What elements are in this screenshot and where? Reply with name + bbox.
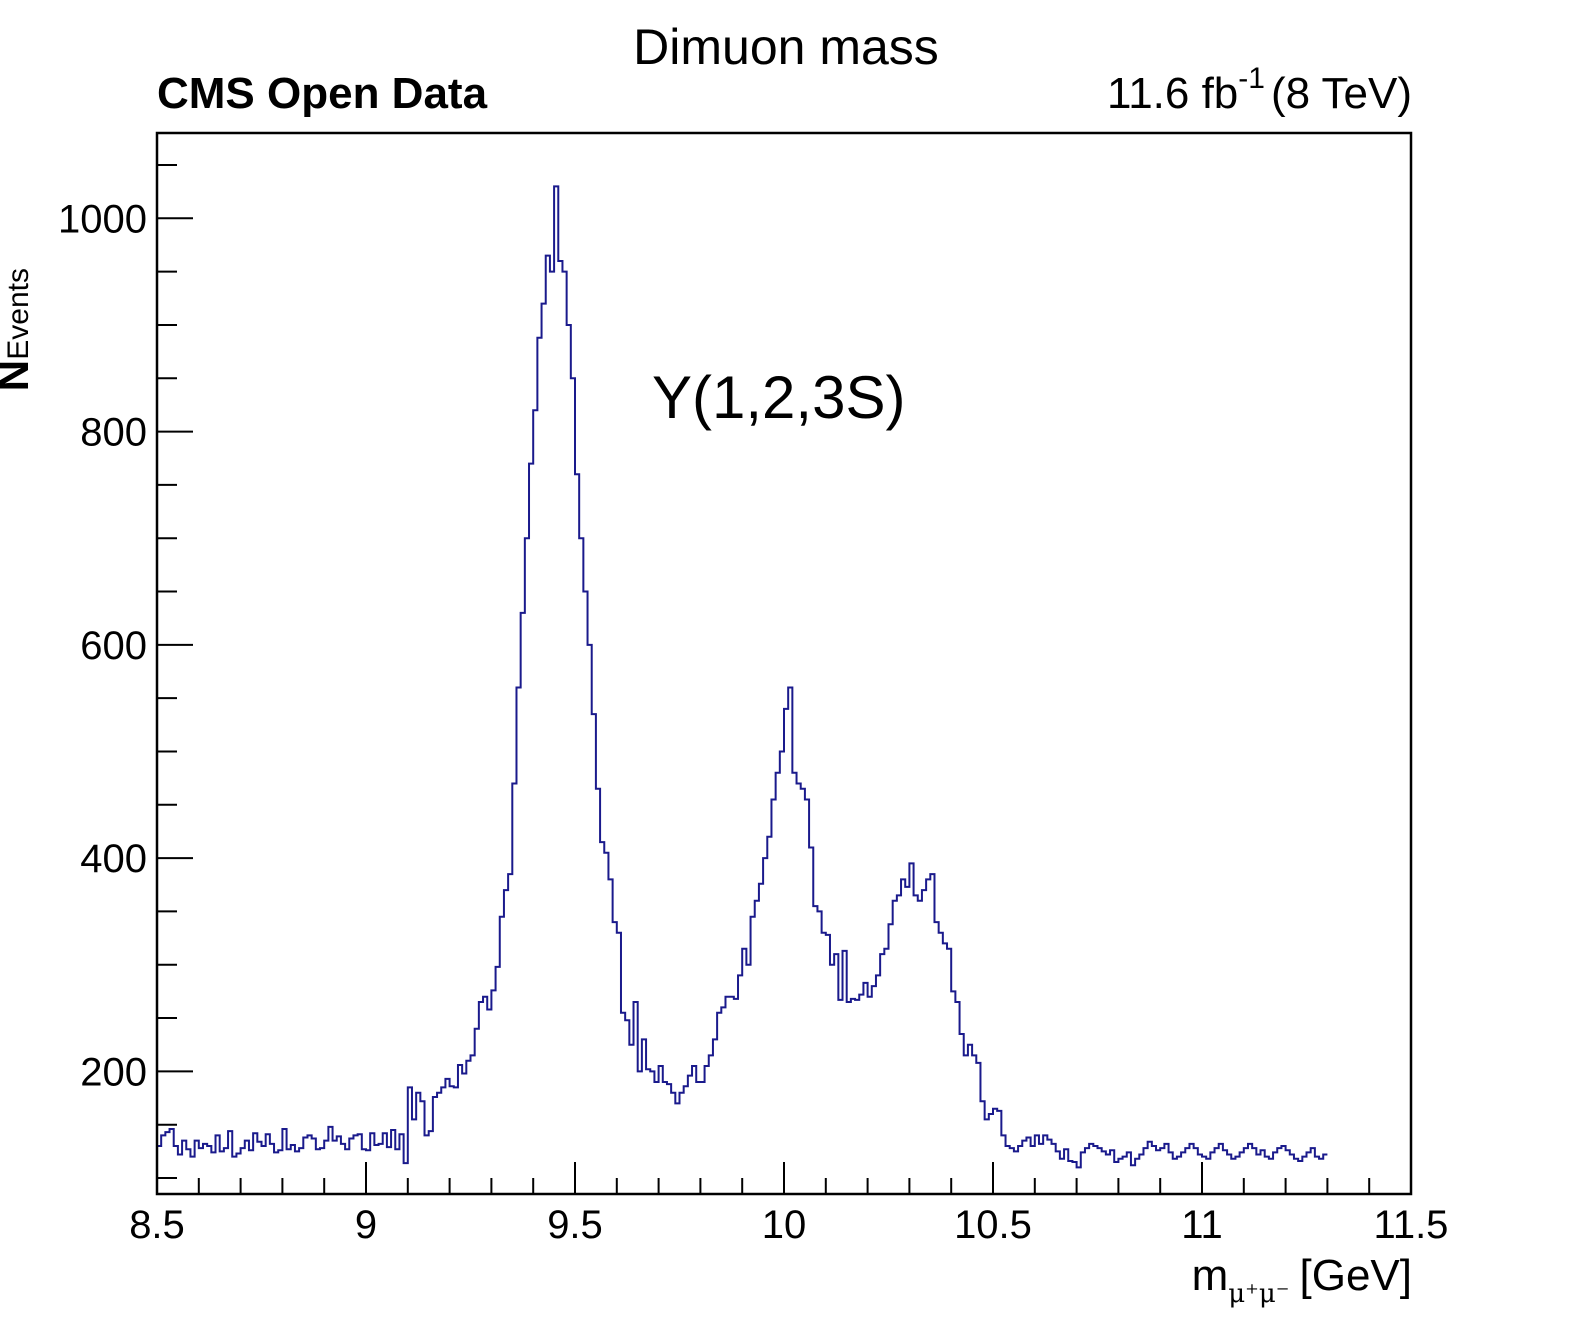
lumi-label: 11.6 fb-1 (8 TeV) [1107,62,1412,118]
x-axis-label-base: m [1192,1251,1229,1300]
x-tick-label: 9 [355,1203,377,1247]
y-axis-label-base: N [0,360,38,392]
x-axis-label-sub: μ⁺μ⁻ [1228,1279,1289,1309]
experiment-label: CMS Open Data [157,69,488,118]
annotation-upsilon: Υ(1,2,3S) [652,364,905,431]
x-tick-label: 11.5 [1374,1203,1449,1247]
lumi-energy: (8 TeV) [1271,69,1412,118]
x-axis-label: mμ⁺μ⁻ [GeV] [1192,1251,1412,1309]
x-axis: 8.5 9 9.5 10 10.5 11 11.5 [129,1162,1448,1247]
chart-title: Dimuon mass [633,19,939,75]
x-axis-label-unit: [GeV] [1300,1251,1413,1300]
y-axis-label-sub: Events [2,268,35,360]
lumi-exponent: -1 [1238,62,1265,95]
histogram-line [157,185,1328,1169]
x-tick-label: 9.5 [547,1203,603,1247]
y-tick-label: 600 [80,624,147,668]
lumi-value: 11.6 fb [1107,69,1238,118]
x-tick-label: 11 [1181,1203,1223,1247]
y-axis-label: NEvents [0,268,38,392]
x-tick-label: 10 [762,1203,807,1247]
svg-text:NEvents: NEvents [0,268,38,392]
y-tick-label: 1000 [58,197,147,241]
y-tick-label: 200 [80,1050,147,1094]
plot-frame [155,131,1413,1196]
x-tick-label: 10.5 [954,1203,1032,1247]
y-tick-label: 400 [80,837,147,881]
y-axis: 200 400 600 800 1000 [58,163,193,1180]
x-tick-label: 8.5 [129,1203,185,1247]
y-tick-label: 800 [80,411,147,455]
